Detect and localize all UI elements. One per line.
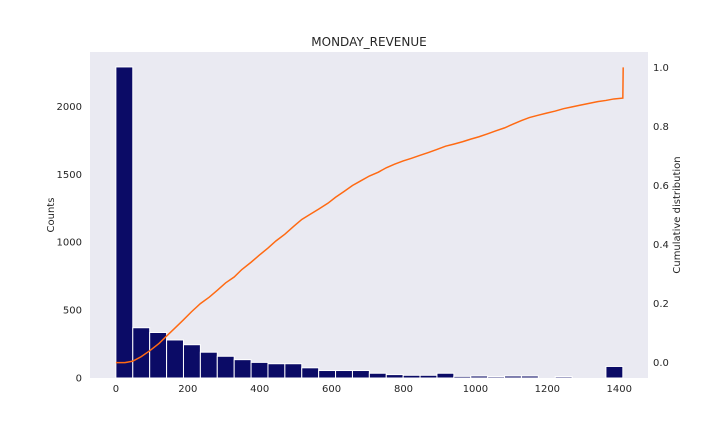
y-tick-label: 1500 <box>57 170 82 181</box>
y2-tick-label: 0.8 <box>653 122 669 133</box>
histogram-bar <box>267 363 286 379</box>
bars-layer <box>115 66 624 379</box>
x-tick-label: 800 <box>394 384 413 395</box>
histogram-bar <box>318 370 337 379</box>
histogram-bar <box>182 344 201 379</box>
histogram-bar <box>487 376 506 379</box>
x-tick-label: 600 <box>322 384 341 395</box>
y2-tick-label: 0.6 <box>653 181 669 192</box>
histogram-bar <box>250 361 269 379</box>
histogram-bar <box>115 66 134 379</box>
y-tick-label: 500 <box>63 306 82 317</box>
histogram-bar <box>233 359 252 379</box>
y2-tick-label: 1.0 <box>653 63 669 74</box>
y-tick-label: 2000 <box>57 102 82 113</box>
histogram-bar <box>301 367 320 379</box>
y2-tick-label: 0.4 <box>653 240 669 251</box>
histogram-bar <box>605 365 624 379</box>
histogram-bar <box>166 339 184 379</box>
x-tick-label: 1400 <box>607 384 632 395</box>
line-layer <box>115 67 624 364</box>
chart-title: MONDAY_REVENUE <box>311 35 426 49</box>
x-tick-label: 1200 <box>535 384 560 395</box>
y-tick-label: 1000 <box>57 238 82 249</box>
x-tick-label: 200 <box>178 384 197 395</box>
y2-tick-label: 0.0 <box>653 358 669 369</box>
histogram-bar <box>554 376 573 379</box>
histogram-bar <box>402 374 421 379</box>
x-tick-label: 0 <box>113 384 119 395</box>
histogram-bar <box>199 351 218 379</box>
y-tick-label: 0 <box>76 374 82 385</box>
y2-axis-label: Cumulative distribution <box>672 156 683 273</box>
histogram-bar <box>216 355 235 379</box>
histogram-bar <box>419 374 438 379</box>
histogram-bar <box>520 375 539 379</box>
histogram-bar <box>504 375 522 379</box>
histogram-bar <box>335 370 353 379</box>
ticks-layer: 0 200 400 600 800 1000 1200 1400 0 500 1000 1500 200… <box>57 63 669 395</box>
y-axis-label: Counts <box>46 198 57 233</box>
cumulative-distribution-line <box>115 67 624 364</box>
histogram-bar <box>284 363 303 379</box>
histogram-bar <box>470 375 489 379</box>
x-tick-label: 400 <box>250 384 269 395</box>
histogram-bar <box>368 372 387 379</box>
histogram-bar <box>453 375 472 379</box>
histogram-bar <box>351 370 370 379</box>
y2-tick-label: 0.2 <box>653 299 669 310</box>
plot-background <box>90 52 648 378</box>
histogram-bar <box>385 374 404 379</box>
histogram-bar <box>436 372 455 379</box>
x-tick-label: 1000 <box>463 384 488 395</box>
